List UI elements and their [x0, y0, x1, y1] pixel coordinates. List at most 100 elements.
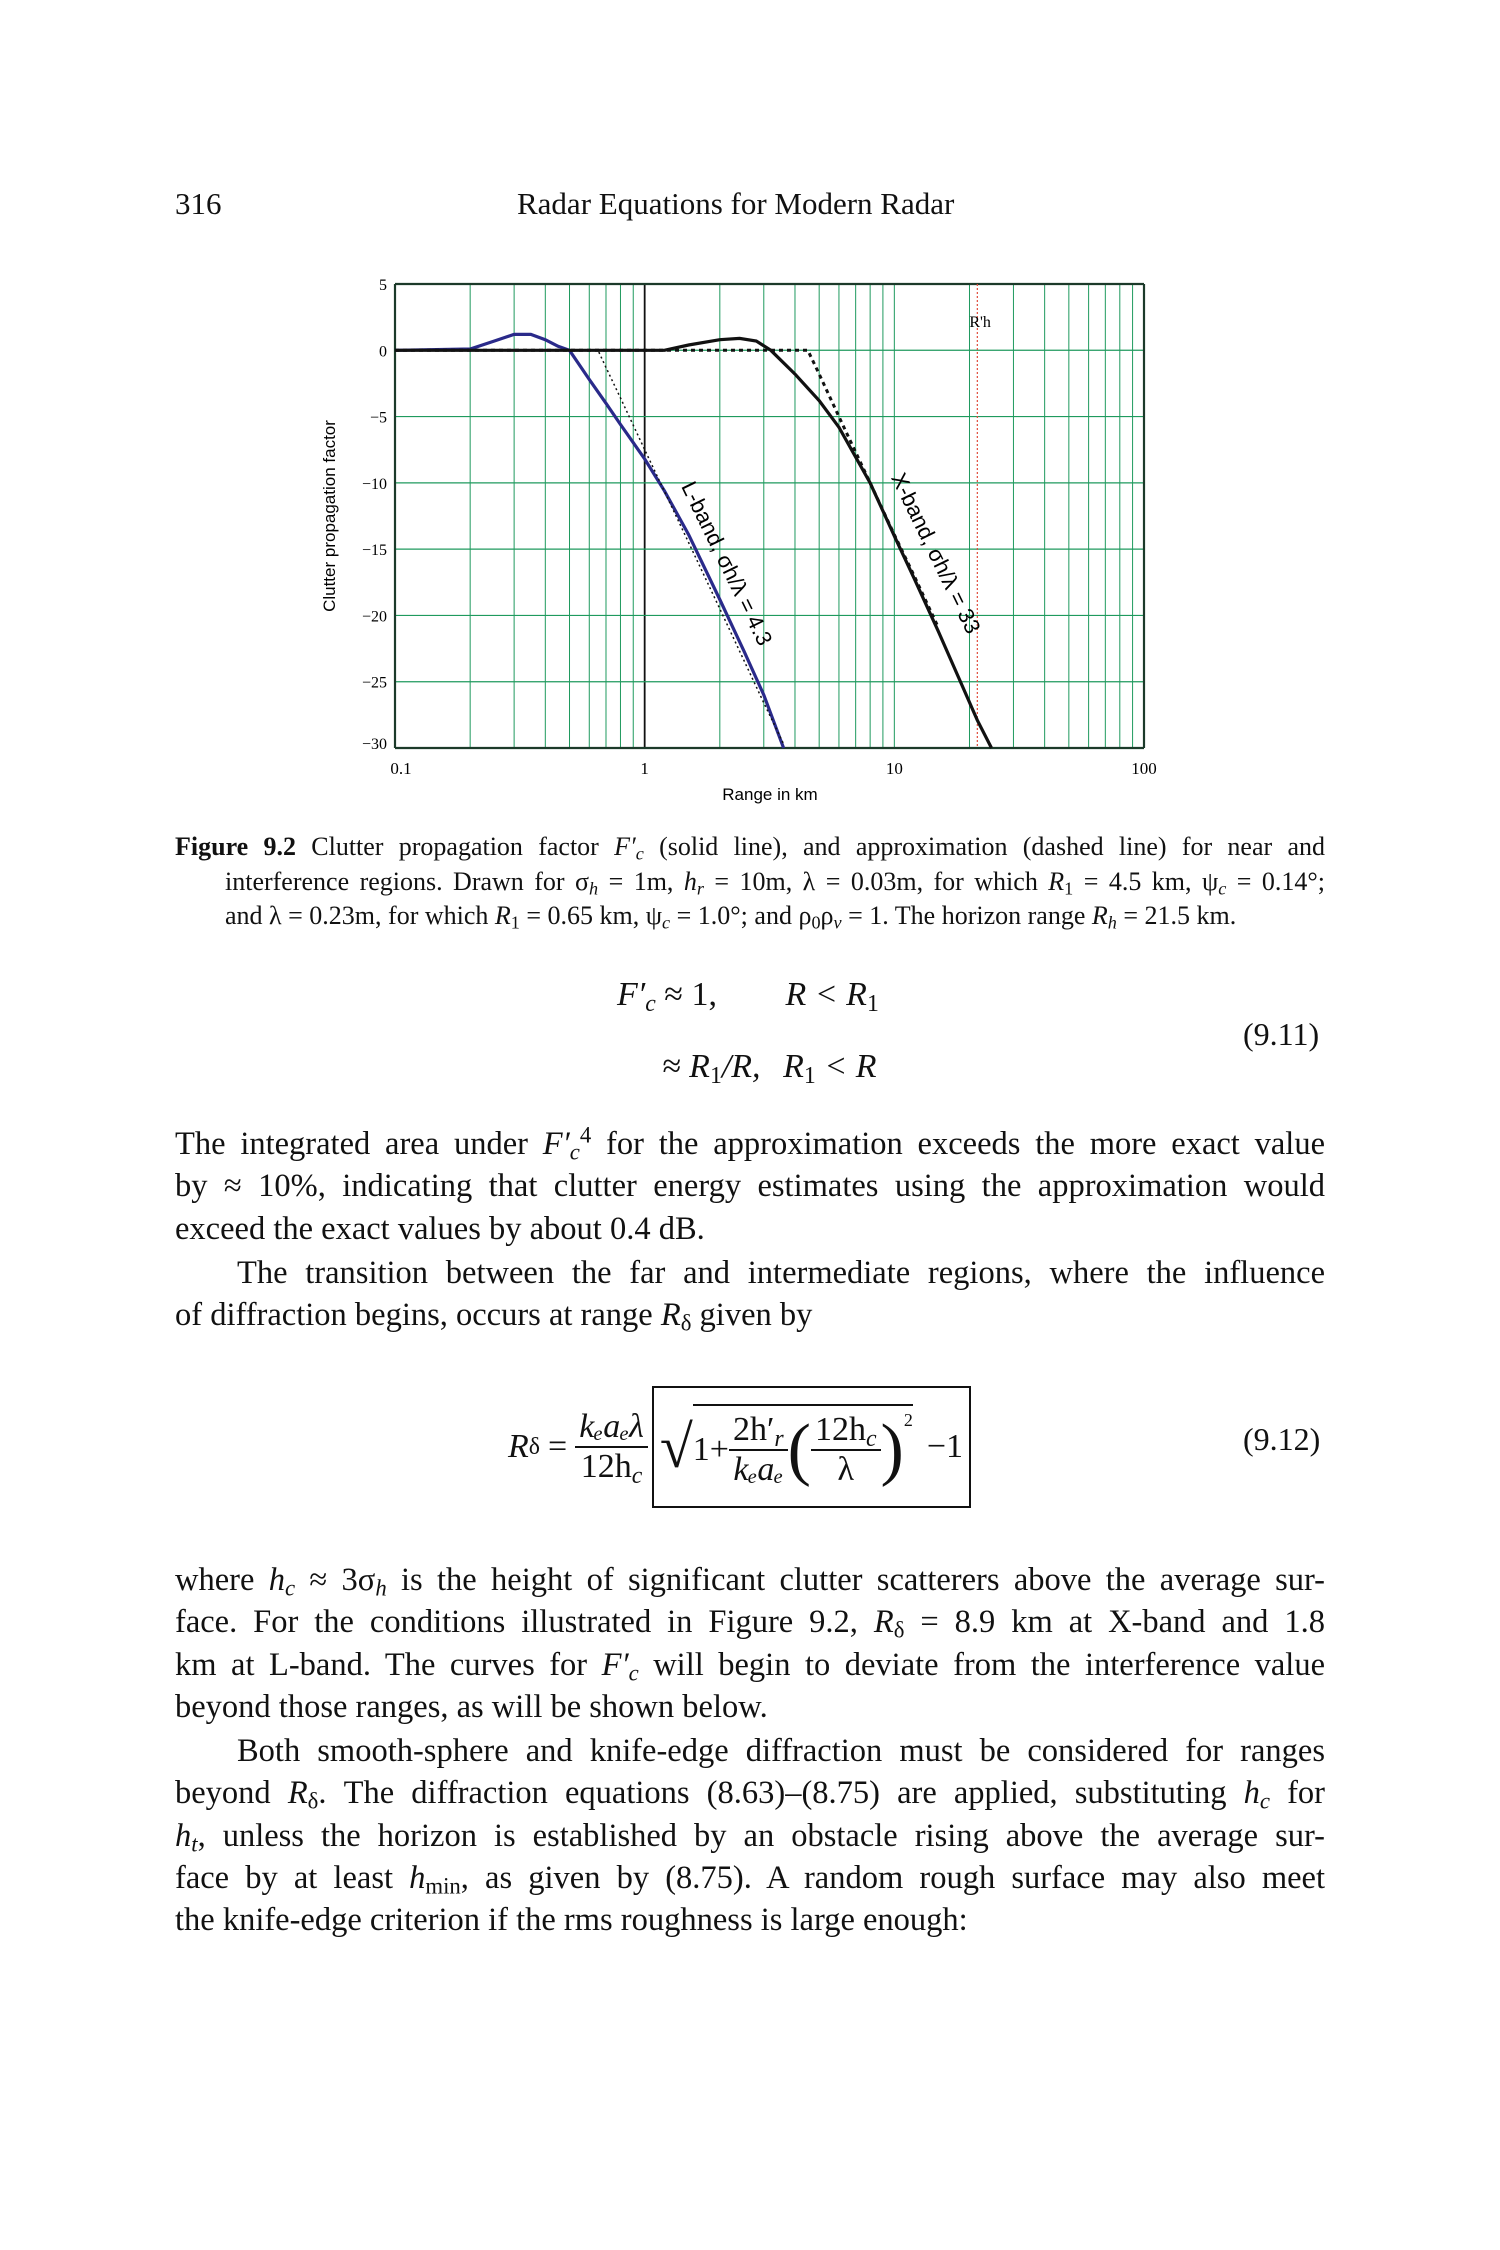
math-symbol: c [1218, 878, 1227, 899]
text-run: exceed the exact values by about 0.4 dB. [175, 1210, 705, 1247]
approximation-curve [395, 348, 940, 629]
paren-close: ) [880, 1411, 904, 1488]
text-run: = 1. The horizon range [841, 901, 1092, 930]
math-symbol: δ [307, 1788, 319, 1814]
text-line: face by at least hmin, as given by (8.75… [175, 1857, 1325, 1899]
text-run: The transition between the far and inter… [237, 1255, 1325, 1291]
y-axis-label: Clutter propagation factor [320, 420, 339, 612]
math-symbol: h [589, 878, 599, 899]
eq-sub: c [645, 990, 656, 1017]
eq-sup: 2 [903, 1410, 913, 1430]
text-line: of diffraction begins, occurs at range R… [175, 1294, 1325, 1336]
eq-term: < R [815, 1048, 877, 1085]
y-tick-label: −10 [362, 476, 387, 493]
solid-curve [395, 336, 993, 749]
caption-line-3: and λ = 0.23m, for which R1 = 0.65 km, ψ… [175, 899, 1325, 934]
text-line: Both smooth-sphere and knife-edge diffra… [175, 1730, 1325, 1772]
eq-sub: 1 [803, 1062, 816, 1089]
math-symbol: min [425, 1873, 461, 1899]
text-run: the knife-edge criterion if the rms roug… [175, 1902, 968, 1939]
eq-term: ≈ 1, [655, 976, 717, 1013]
math-symbol: h [175, 1817, 192, 1854]
text-run: beyond [175, 1775, 288, 1812]
solid-curve [394, 332, 786, 749]
text-run: by ≈ 10%, indicating that clutter energy… [175, 1168, 1325, 1205]
eq-term: 12h [580, 1448, 632, 1485]
text-run: The integrated area under [175, 1126, 543, 1162]
text-run: = 21.5 km. [1116, 901, 1237, 930]
eq-term: R [508, 1428, 529, 1465]
math-symbol: c [635, 843, 644, 864]
eq-sub: 1 [866, 990, 879, 1017]
text-run: is the height of significant clutter sca… [386, 1562, 1325, 1598]
fraction: 12hc λ [810, 1411, 881, 1489]
math-symbol: h [268, 1562, 285, 1598]
text-line: the knife-edge criterion if the rms roug… [175, 1899, 1325, 1941]
text-run: of diffraction begins, occurs at range [175, 1297, 661, 1334]
math-symbol: v [833, 912, 842, 933]
eq-term: λ [837, 1451, 855, 1488]
eq-term: 1+ [692, 1431, 729, 1468]
equation-number-9-12: (9.12) [1243, 1421, 1321, 1457]
eq-sub: r [774, 1425, 784, 1452]
text-run: , unless the horizon is established by a… [197, 1817, 1325, 1854]
fraction: 2h′r kₑaₑ [728, 1411, 788, 1489]
text-run: beyond those ranges, as will be shown be… [175, 1688, 768, 1725]
tick-labels: 5 0 −5 −10 −15 −20 −25 −300.1 1 10 100 [362, 277, 1157, 778]
x-axis-label: Range in km [722, 785, 817, 804]
equation-9-11-line-2: ≈ R1/R, R1 < R [662, 1048, 877, 1089]
text-run: = 1.0°; and ρ [670, 901, 812, 930]
text-run: for [1269, 1775, 1325, 1812]
equation-number-9-11: (9.11) [1243, 1016, 1320, 1052]
text-line: km at L-band. The curves for F′c will be… [175, 1644, 1325, 1686]
math-symbol: c [284, 1575, 296, 1601]
y-tick-label: −30 [362, 736, 387, 753]
eq-term: 2h′ [732, 1411, 775, 1448]
math-symbol: R [660, 1297, 681, 1334]
figure-label: Figure 9.2 [175, 832, 296, 861]
text-run: = 0.65 km, ψ [519, 901, 663, 930]
math-symbol: h [683, 866, 697, 896]
math-symbol: 1 [1064, 878, 1074, 899]
math-symbol: R [494, 901, 511, 930]
text-run: where [175, 1562, 269, 1598]
eq-term: /R, [721, 1048, 761, 1085]
curves [394, 332, 993, 749]
math-symbol: h [1107, 912, 1117, 933]
eq-term: 12h [814, 1411, 866, 1448]
text-run: , as given by (8.75). A random rough sur… [460, 1859, 1325, 1896]
math-symbol: R [1048, 866, 1065, 896]
bracket-group: √ 1+ 2h′r kₑaₑ ( 12hc λ ) 2 −1 [651, 1386, 972, 1508]
text-run: interference regions. Drawn for σ [225, 866, 590, 896]
eq-sub: c [865, 1425, 877, 1452]
x-tick-label: 100 [1131, 759, 1157, 778]
math-symbol: h [409, 1859, 426, 1896]
caption-line-2: interference regions. Drawn for σh = 1m,… [175, 865, 1325, 900]
grid [393, 282, 1146, 750]
math-symbol: c [628, 1660, 639, 1686]
text-run: for the approximation exceeds the more e… [591, 1126, 1326, 1162]
running-header: Radar Equations for Modern Radar [517, 186, 955, 221]
math-symbol: c [1259, 1788, 1270, 1814]
text-line: The transition between the far and inter… [175, 1252, 1325, 1294]
text-line: where hc ≈ 3σh is the height of signific… [175, 1559, 1325, 1601]
y-tick-label: −15 [362, 542, 387, 559]
text-run: = 0.14°; [1226, 866, 1325, 896]
eq-term: kₑaₑ [733, 1451, 784, 1488]
text-run: will begin to deviate from the interfere… [638, 1646, 1325, 1683]
eq-sub: 1 [709, 1062, 722, 1089]
math-symbol: 1 [510, 912, 520, 933]
math-symbol: R [873, 1604, 894, 1641]
text-line: The integrated area under F′c4 for the a… [175, 1123, 1325, 1165]
text-line: by ≈ 10%, indicating that clutter energy… [175, 1165, 1325, 1207]
x-tick-label: 10 [886, 759, 903, 778]
caption-line-1: Figure 9.2 Clutter propagation factor F′… [175, 830, 1325, 865]
equation-9-11-line-1: F′c ≈ 1, R < R1 [617, 976, 879, 1017]
y-tick-label: 5 [379, 277, 387, 294]
math-symbol: R [287, 1775, 308, 1812]
text-run: = 1m, [598, 866, 684, 896]
math-symbol: h [1243, 1775, 1260, 1812]
y-tick-label: −5 [370, 410, 387, 427]
eq-term: R [783, 1048, 804, 1085]
